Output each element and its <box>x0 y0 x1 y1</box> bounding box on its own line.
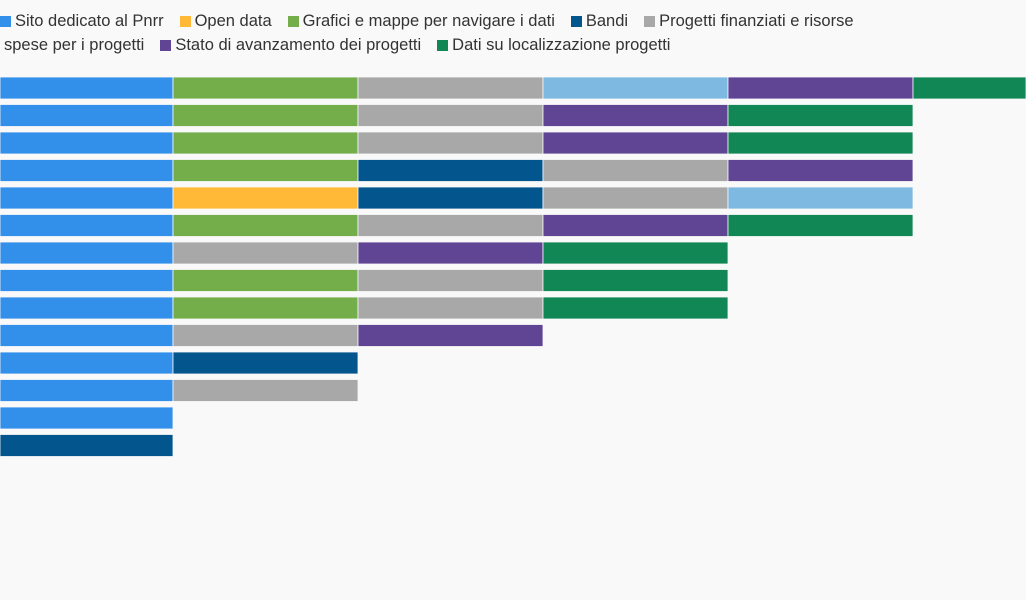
bar-segment-sito[interactable] <box>0 241 174 265</box>
legend-swatch-bandi <box>570 16 582 27</box>
bar-row <box>0 434 174 457</box>
bar-row <box>0 379 359 402</box>
legend-swatch-dati <box>437 40 449 51</box>
bar-segment-grafici[interactable] <box>172 269 359 292</box>
bar-segment-dati[interactable] <box>542 296 729 320</box>
legend-swatch-grafici <box>287 16 299 27</box>
bar-segment-progetti[interactable] <box>172 324 359 347</box>
bar-segment-stato[interactable] <box>357 241 544 265</box>
bar-segment-progetti[interactable] <box>357 296 544 320</box>
bar-segment-progetti[interactable] <box>172 241 359 265</box>
legend-item-bandi[interactable]: Bandi <box>570 12 629 31</box>
bar-segment-sito[interactable] <box>0 379 174 402</box>
bar-row <box>0 241 729 265</box>
bar-segment-bandi[interactable] <box>172 351 359 375</box>
bar-segment-sito[interactable] <box>0 214 174 237</box>
bar-segment-sito[interactable] <box>0 351 174 375</box>
bar-segment-sito[interactable] <box>0 296 174 320</box>
bar-segment-dati[interactable] <box>727 131 914 155</box>
bar-segment-grafici[interactable] <box>172 104 359 127</box>
legend-label-stato: Stato di avanzamento dei progetti <box>175 36 422 54</box>
bar-segment-progetti[interactable] <box>542 159 729 182</box>
legend-label-progetti-line2: spese per i progetti <box>4 36 145 54</box>
bar-segment-stato[interactable] <box>727 159 914 182</box>
bar-segment-bandi[interactable] <box>357 159 544 182</box>
bar-segment-progetti[interactable] <box>357 269 544 292</box>
bar-segment-bandi[interactable] <box>357 186 544 210</box>
bar-row <box>0 131 914 155</box>
legend-item-open-data[interactable]: Open data <box>179 12 272 31</box>
bar-segment-dati[interactable] <box>727 104 914 127</box>
legend-label-open-data: Open data <box>194 12 272 30</box>
bar-segment-bandi[interactable] <box>0 434 174 457</box>
legend-item-progetti[interactable]: Progetti finanziati e risorse <box>644 12 854 31</box>
bar-segment-stato[interactable] <box>542 131 729 155</box>
bar-row <box>0 269 729 292</box>
bar-row <box>0 406 174 430</box>
bar-segment-unlabeled[interactable] <box>542 76 729 100</box>
bar-row <box>0 214 914 237</box>
bar-row <box>0 186 914 210</box>
bar-row <box>0 104 914 127</box>
bar-segment-progetti[interactable] <box>542 186 729 210</box>
bar-segment-grafici[interactable] <box>172 159 359 182</box>
bar-segment-stato[interactable] <box>357 324 544 347</box>
bar-segment-sito[interactable] <box>0 104 174 127</box>
legend-label-bandi: Bandi <box>585 12 629 30</box>
bar-segment-grafici[interactable] <box>172 76 359 100</box>
bar-segment-grafici[interactable] <box>172 214 359 237</box>
bar-row <box>0 76 1026 100</box>
bar-segment-progetti[interactable] <box>357 214 544 237</box>
bar-segment-sito[interactable] <box>0 406 174 430</box>
bar-row <box>0 324 544 347</box>
legend-item-progetti-cont[interactable]: spese per i progetti <box>4 36 144 55</box>
bar-segment-dati[interactable] <box>542 269 729 292</box>
legend-label-sito: Sito dedicato al Pnrr <box>15 12 164 30</box>
legend-label-dati: Dati su localizzazione progetti <box>452 36 671 54</box>
bar-segment-sito[interactable] <box>0 131 174 155</box>
legend-swatch-sito <box>0 16 11 27</box>
bar-segment-sito[interactable] <box>0 186 174 210</box>
bar-segment-sito[interactable] <box>0 159 174 182</box>
bar-row <box>0 159 914 182</box>
legend-swatch-stato <box>160 40 172 51</box>
legend-item-grafici[interactable]: Grafici e mappe per navigare i dati <box>287 12 555 31</box>
bar-segment-grafici[interactable] <box>172 131 359 155</box>
legend-label-grafici: Grafici e mappe per navigare i dati <box>302 12 555 30</box>
legend-item-stato[interactable]: Stato di avanzamento dei progetti <box>160 36 421 55</box>
bar-segment-progetti[interactable] <box>357 104 544 127</box>
legend-item-dati[interactable]: Dati su localizzazione progetti <box>437 36 670 55</box>
bar-row <box>0 296 729 320</box>
bar-segment-dati[interactable] <box>912 76 1026 100</box>
bar-segment-unlabeled[interactable] <box>727 186 914 210</box>
bar-segment-dati[interactable] <box>542 241 729 265</box>
bar-segment-sito[interactable] <box>0 324 174 347</box>
legend-item-sito[interactable]: Sito dedicato al Pnrr <box>0 12 164 31</box>
bar-segment-dati[interactable] <box>727 214 914 237</box>
chart-legend: Sito dedicato al Pnrr Open data Grafici … <box>0 12 900 55</box>
bar-segment-stato[interactable] <box>542 214 729 237</box>
bar-segment-progetti[interactable] <box>357 76 544 100</box>
bar-segment-stato[interactable] <box>542 104 729 127</box>
bar-row <box>0 351 359 375</box>
bar-segment-open[interactable] <box>172 186 359 210</box>
bar-segment-sito[interactable] <box>0 269 174 292</box>
bar-segment-progetti[interactable] <box>357 131 544 155</box>
legend-swatch-progetti <box>644 16 656 27</box>
legend-swatch-open-data <box>179 16 191 27</box>
bar-segment-grafici[interactable] <box>172 296 359 320</box>
bar-segment-progetti[interactable] <box>172 379 359 402</box>
bar-segment-sito[interactable] <box>0 76 174 100</box>
bar-segment-stato[interactable] <box>727 76 914 100</box>
legend-label-progetti-line1: Progetti finanziati e risorse <box>659 12 854 30</box>
